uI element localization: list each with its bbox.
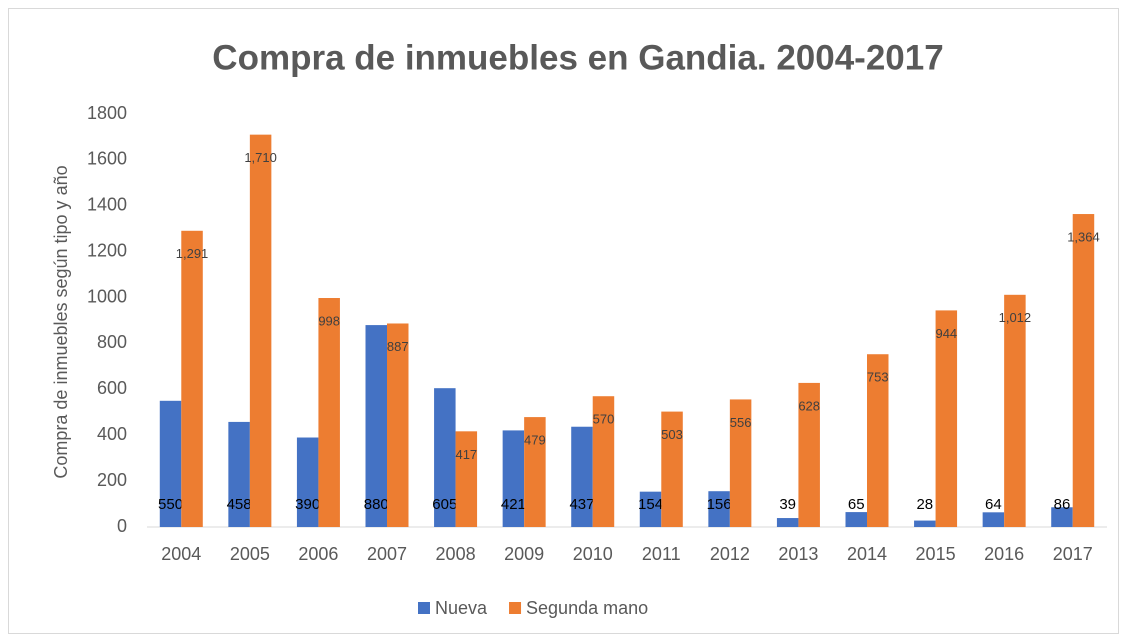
- legend-label: Segunda mano: [526, 598, 648, 618]
- y-tick-label: 1800: [87, 103, 127, 123]
- data-label: 39: [779, 496, 796, 513]
- bar: [434, 388, 456, 527]
- data-label: 1,291: [176, 246, 209, 261]
- x-tick-label: 2014: [847, 544, 887, 564]
- y-tick-label: 200: [97, 470, 127, 490]
- bar: [524, 417, 546, 527]
- data-label: 417: [455, 447, 477, 462]
- y-tick-label: 1000: [87, 286, 127, 306]
- bar: [729, 399, 752, 527]
- legend-label: Nueva: [435, 598, 488, 618]
- data-label: 503: [661, 427, 683, 442]
- data-label: 880: [364, 496, 389, 513]
- bar: [571, 426, 593, 527]
- data-label: 65: [848, 496, 865, 513]
- bar: [365, 325, 387, 527]
- bar: [318, 298, 340, 527]
- x-tick-label: 2005: [230, 544, 270, 564]
- data-label: 1,364: [1067, 229, 1100, 244]
- x-tick-label: 2009: [504, 544, 544, 564]
- bar: [1072, 214, 1095, 527]
- data-label: 437: [569, 496, 594, 513]
- bar: [181, 230, 203, 527]
- data-label: 156: [707, 496, 732, 513]
- bar: [845, 512, 867, 527]
- data-label: 421: [501, 496, 526, 513]
- bar: [914, 520, 936, 527]
- chart-title: Compra de inmuebles en Gandia. 2004-2017: [212, 38, 943, 77]
- bar: [296, 437, 319, 527]
- y-tick-label: 0: [117, 516, 127, 536]
- bar: [228, 421, 250, 527]
- bar: [982, 512, 1005, 527]
- y-tick-label: 1400: [87, 195, 127, 215]
- x-tick-label: 2011: [642, 544, 681, 564]
- x-tick-label: 2007: [367, 544, 407, 564]
- bar: [798, 382, 820, 527]
- y-tick-label: 600: [97, 378, 127, 398]
- data-label: 753: [867, 370, 889, 385]
- x-tick-label: 2010: [573, 544, 613, 564]
- bar: [1004, 294, 1026, 527]
- y-tick-label: 1600: [87, 149, 127, 169]
- bar: [387, 323, 409, 527]
- data-label: 458: [227, 496, 252, 513]
- x-tick-label: 2012: [710, 544, 750, 564]
- bar: [935, 310, 958, 527]
- x-tick-label: 2004: [161, 544, 201, 564]
- data-label: 887: [387, 339, 409, 354]
- bar: [502, 430, 525, 527]
- bar: [455, 431, 478, 527]
- y-tick-label: 400: [97, 424, 127, 444]
- data-label: 154: [638, 496, 663, 513]
- bar: [639, 491, 662, 527]
- bar: [159, 400, 182, 527]
- data-label: 605: [432, 496, 457, 513]
- bar: [867, 354, 889, 527]
- bar: [776, 518, 799, 527]
- data-label: 998: [318, 313, 340, 328]
- data-label: 556: [730, 415, 752, 430]
- data-label: 628: [798, 398, 820, 413]
- legend-swatch: [509, 602, 522, 614]
- y-tick-label: 1200: [87, 240, 127, 260]
- data-label: 390: [295, 496, 320, 513]
- legend-swatch: [418, 602, 430, 614]
- data-label: 28: [916, 496, 933, 513]
- data-label: 570: [593, 412, 615, 427]
- data-label: 1,710: [244, 150, 277, 165]
- data-label: 479: [524, 433, 546, 448]
- x-tick-label: 2015: [916, 544, 956, 564]
- bar: [592, 396, 615, 527]
- bar: [708, 491, 730, 527]
- bar: [661, 411, 683, 527]
- x-tick-label: 2006: [298, 544, 338, 564]
- data-label: 1,012: [999, 310, 1032, 325]
- y-axis-label: Compra de inmuebles según tipo y año: [51, 165, 71, 478]
- x-tick-label: 2017: [1053, 544, 1093, 564]
- x-tick-label: 2016: [984, 544, 1024, 564]
- x-tick-label: 2013: [778, 544, 818, 564]
- data-label: 86: [1054, 496, 1071, 513]
- data-label: 64: [985, 496, 1002, 513]
- data-label: 944: [935, 326, 957, 341]
- bar: [1051, 507, 1073, 527]
- data-label: 550: [158, 496, 183, 513]
- x-tick-label: 2008: [436, 544, 476, 564]
- y-tick-label: 800: [97, 332, 127, 352]
- bar: [249, 134, 272, 527]
